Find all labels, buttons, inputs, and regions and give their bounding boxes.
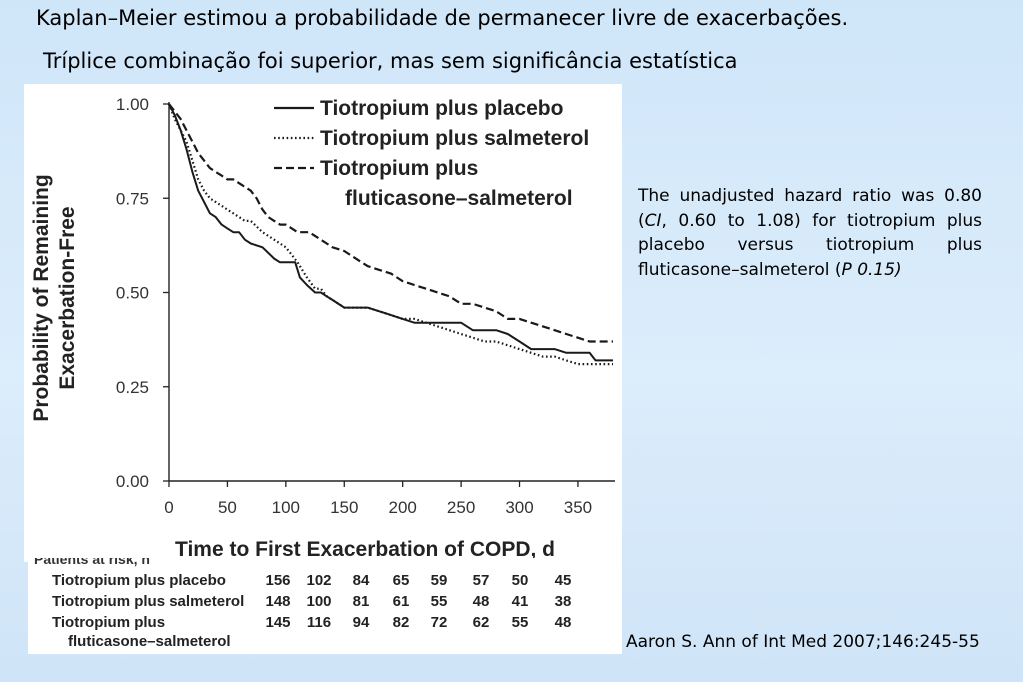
x-tick-label: 350 [564, 498, 592, 517]
risk-cell: 55 [511, 614, 529, 631]
slide-title: Kaplan–Meier estimou a probabilidade de … [36, 6, 849, 30]
series-line [168, 103, 613, 343]
y-tick-label: 1.00 [116, 95, 149, 114]
risk-cell: 145 [265, 614, 291, 631]
risk-row-label: fluticasone–salmeterol [68, 633, 231, 650]
legend-label: Tiotropium plus placebo [320, 97, 563, 120]
risk-cell: 82 [392, 614, 410, 631]
risk-cell: 48 [472, 593, 490, 610]
x-axis-label: Time to First Exacerbation of COPD, d [175, 538, 555, 561]
y-tick-label: 0.75 [116, 189, 149, 208]
legend-label: Tiotropium plus [320, 157, 478, 180]
y-axis-label: Probability of Remaining Exacerbation-Fre… [30, 174, 79, 421]
x-tick-label: 150 [330, 498, 358, 517]
risk-cell: 72 [430, 614, 448, 631]
series-line [168, 103, 613, 362]
km-chart-panel: 0.00 0.25 0.50 0.75 1.00 0 50 100 150 200 250 300 35… [24, 84, 622, 562]
note-p-value: P 0.15) [841, 259, 902, 280]
note-ci: CI [644, 210, 662, 231]
risk-cell: 57 [472, 572, 490, 589]
citation: Aaron S. Ann of Int Med 2007;146:245-55 [626, 632, 980, 652]
risk-row-label: Tiotropium plus salmeterol [52, 593, 245, 610]
km-chart: 0.00 0.25 0.50 0.75 1.00 0 50 100 150 200 250 300 35… [30, 95, 615, 561]
risk-row-label: Tiotropium plus [52, 614, 166, 631]
legend-label: fluticasone–salmeterol [345, 187, 573, 210]
slide-subtitle: Tríplice combinação foi superior, mas se… [43, 49, 738, 73]
risk-cell: 65 [392, 572, 410, 589]
risk-cell: 94 [352, 614, 370, 631]
risk-cell: 116 [306, 614, 332, 631]
risk-cell: 100 [306, 593, 332, 610]
series-line [167, 103, 613, 366]
x-tick-label: 250 [447, 498, 475, 517]
risk-cell: 45 [554, 572, 572, 589]
risk-cell: 59 [430, 572, 448, 589]
y-axis-label-line: Exacerbation-Free [56, 206, 79, 389]
risk-cell: 48 [554, 614, 572, 631]
x-tick-label: 200 [388, 498, 416, 517]
risk-cell: 41 [511, 593, 529, 610]
risk-cell: 148 [265, 593, 291, 610]
risk-cell: 62 [472, 614, 490, 631]
risk-cell: 38 [554, 593, 572, 610]
hazard-ratio-note: The unadjusted hazard ratio was 0.80 (CI… [638, 184, 982, 282]
x-tick-label: 0 [164, 498, 173, 517]
risk-cell: 61 [392, 593, 410, 610]
legend-label: Tiotropium plus salmeterol [320, 127, 589, 150]
y-tick-label: 0.50 [116, 284, 149, 303]
risk-row-label: Tiotropium plus placebo [52, 572, 226, 589]
y-axis-label-line: Probability of Remaining [30, 174, 53, 421]
risk-cell: 55 [430, 593, 448, 610]
risk-cell: 50 [511, 572, 529, 589]
y-tick-label: 0.00 [116, 472, 149, 491]
x-tick-label: 50 [218, 498, 237, 517]
x-tick-label: 100 [272, 498, 300, 517]
note-part: , 0.60 to 1.08) for tiotropium plus plac… [638, 210, 982, 280]
y-tick-label: 0.25 [116, 378, 149, 397]
risk-cell: 156 [265, 572, 291, 589]
risk-cell: 102 [306, 572, 332, 589]
patients-at-risk-table: Patients at risk, n Tiotropium plus plac… [28, 558, 622, 654]
x-tick-label: 300 [505, 498, 533, 517]
risk-cell: 84 [352, 572, 370, 589]
note-part: The unadjusted hazard ratio was 0.80 ( [638, 186, 982, 231]
risk-table-header: Patients at risk, n [34, 558, 150, 567]
risk-cell: 81 [352, 593, 370, 610]
